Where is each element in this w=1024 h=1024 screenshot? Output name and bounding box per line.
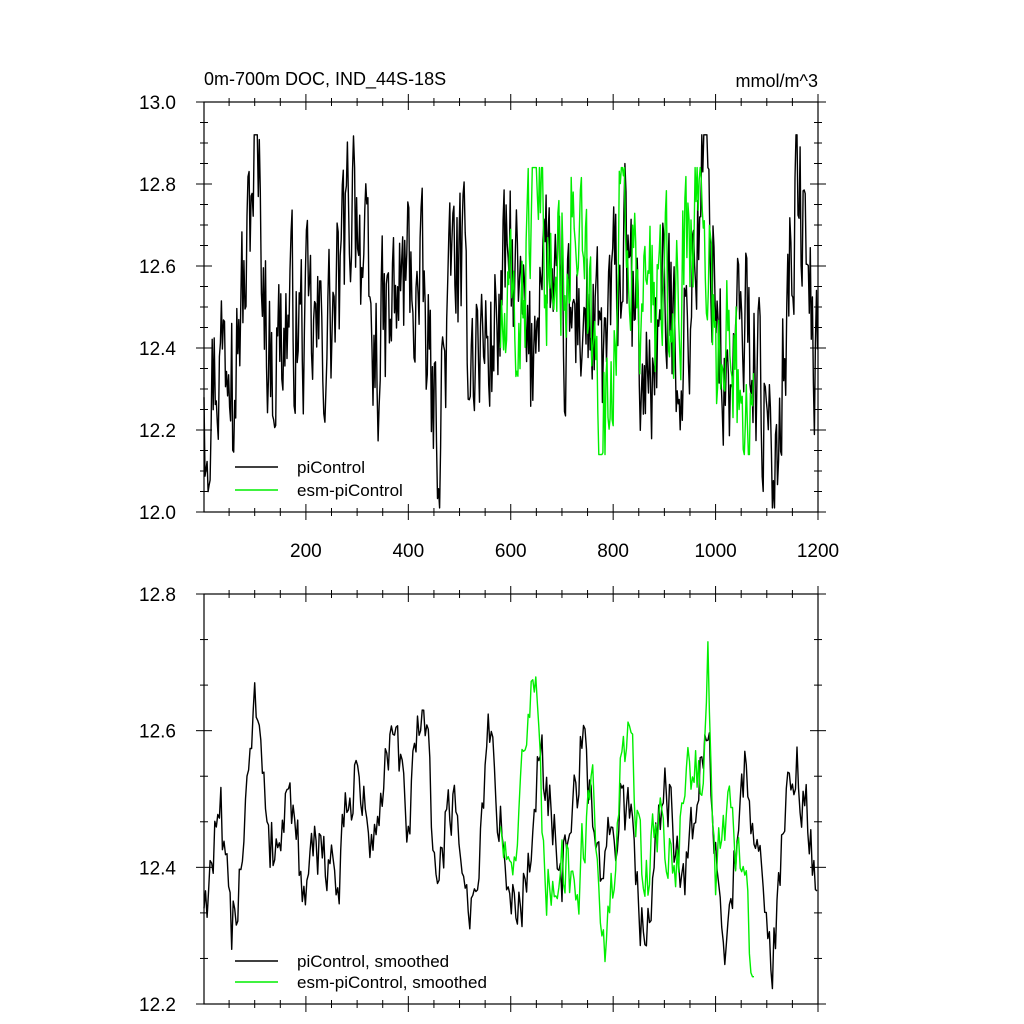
y-tick-label: 12.4: [139, 858, 176, 879]
chart-title: 0m-700m DOC, IND_44S-18S: [204, 69, 446, 90]
y-tick-label: 12.6: [139, 257, 176, 278]
y-tick-label: 12.6: [139, 722, 176, 743]
y-tick-label: 12.8: [139, 585, 176, 606]
bottom-y-tick-labels: 12.2 12.4 12.6 12.8: [139, 585, 176, 1016]
legend-label: esm-piControl, smoothed: [297, 973, 487, 992]
top-y-tick-labels: 12.0 12.2 12.4 12.6 12.8 13.0: [139, 93, 176, 524]
top-series-line-picontrol: [203, 134, 819, 509]
legend-label: piControl: [297, 458, 365, 477]
x-tick-label: 600: [495, 541, 527, 562]
bottom-panel: 12.2 12.4 12.6 12.8 piControl, smoothed esm-…: [139, 585, 826, 1016]
top-panel: 12.0 12.2 12.4 12.6 12.8 13.0 200 400 600 800 100…: [139, 93, 839, 562]
x-tick-label: 1000: [694, 541, 736, 562]
legend-label: esm-piControl: [297, 481, 403, 500]
x-tick-label: 800: [597, 541, 629, 562]
top-tick-marks: [196, 94, 826, 520]
bottom-series-line-esm-picontrol: [499, 641, 754, 978]
y-tick-label: 13.0: [139, 93, 176, 114]
legend-label: piControl, smoothed: [297, 952, 449, 971]
y-tick-label: 12.0: [139, 503, 176, 524]
bottom-legend: piControl, smoothed esm-piControl, smooth…: [235, 952, 487, 992]
bottom-series-layer: [203, 641, 818, 990]
x-tick-label: 200: [290, 541, 322, 562]
top-x-tick-labels: 200 400 600 800 1000 1200: [290, 541, 839, 562]
x-tick-label: 1200: [797, 541, 839, 562]
y-tick-label: 12.8: [139, 175, 176, 196]
units-label: mmol/m^3: [736, 71, 818, 91]
top-series-line-esm-picontrol: [499, 166, 755, 456]
x-tick-label: 400: [392, 541, 424, 562]
y-tick-label: 12.4: [139, 339, 176, 360]
top-legend: piControl esm-piControl: [235, 458, 403, 500]
y-tick-label: 12.2: [139, 421, 176, 442]
top-series-layer: [203, 134, 819, 509]
y-tick-label: 12.2: [139, 995, 176, 1016]
bottom-tick-marks: [196, 586, 826, 1012]
